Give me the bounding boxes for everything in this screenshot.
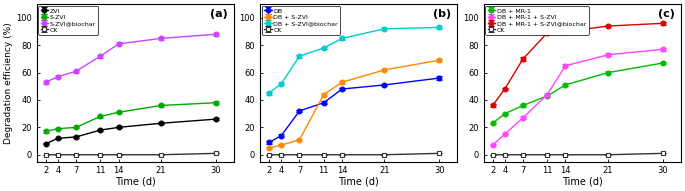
Legend: DB + MR-1, DB + MR-1 + S-ZVI, DB + MR-1 + S-ZVI@biochar, CK: DB + MR-1, DB + MR-1 + S-ZVI, DB + MR-1 … — [486, 6, 588, 35]
Y-axis label: Degradation efficiency (%): Degradation efficiency (%) — [4, 22, 13, 144]
Legend: DB, DB + S-ZVI, DB + S-ZVI@biochar, CK: DB, DB + S-ZVI, DB + S-ZVI@biochar, CK — [262, 6, 340, 35]
Text: (a): (a) — [210, 9, 228, 19]
Text: (c): (c) — [658, 9, 675, 19]
Text: (b): (b) — [434, 9, 451, 19]
X-axis label: Time (d): Time (d) — [562, 177, 603, 187]
X-axis label: Time (d): Time (d) — [115, 177, 155, 187]
Legend: ZVI, S-ZVI, S-ZVI@biochar, CK: ZVI, S-ZVI, S-ZVI@biochar, CK — [38, 6, 99, 35]
X-axis label: Time (d): Time (d) — [338, 177, 379, 187]
